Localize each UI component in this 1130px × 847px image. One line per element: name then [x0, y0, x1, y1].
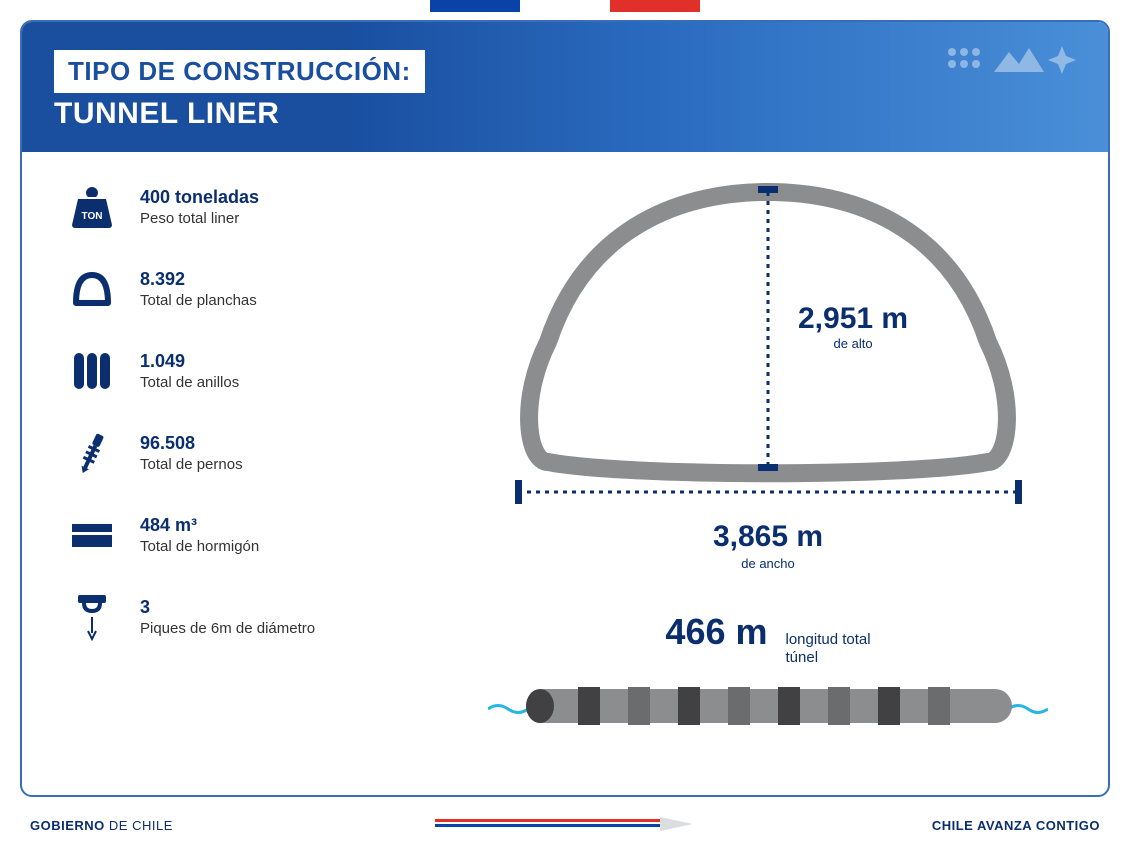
flag-white [520, 0, 610, 12]
tunnel-cross-section: 2,951 m de alto [488, 172, 1048, 512]
stat-label: Total de hormigón [140, 538, 259, 555]
stat-plates: 8.392 Total de planchas [62, 264, 442, 314]
bolt-icon [62, 428, 122, 478]
flag-blue [430, 0, 520, 12]
stat-value: 3 [140, 597, 315, 618]
header-band: TIPO DE CONSTRUCCIÓN: TUNNEL LINER [22, 22, 1108, 152]
stat-label: Piques de 6m de diámetro [140, 620, 315, 637]
stat-shafts: 3 Piques de 6m de diámetro [62, 592, 442, 642]
shaft-icon [62, 592, 122, 642]
length-value: 466 m [665, 611, 767, 653]
stat-value: 8.392 [140, 269, 257, 290]
stat-value: 400 toneladas [140, 187, 259, 208]
flag-stripe [430, 0, 700, 12]
footer: GOBIERNO DE CHILE CHILE AVANZA CONTIGO [30, 818, 1100, 833]
stat-label: Total de pernos [140, 456, 243, 473]
concrete-icon [62, 510, 122, 560]
stat-rings: 1.049 Total de anillos [62, 346, 442, 396]
height-label: de alto [798, 336, 908, 351]
title-box: TIPO DE CONSTRUCCIÓN: [54, 50, 425, 93]
width-value: 3,865 m [488, 520, 1048, 554]
stat-concrete: 484 m³ Total de hormigón [62, 510, 442, 560]
content-area: TON 400 toneladas Peso total liner 8.392… [22, 152, 1108, 795]
rings-icon [62, 346, 122, 396]
ton-icon: TON [62, 182, 122, 232]
stat-bolts: 96.508 Total de pernos [62, 428, 442, 478]
stats-column: TON 400 toneladas Peso total liner 8.392… [62, 182, 442, 674]
plate-icon [62, 264, 122, 314]
footer-right: CHILE AVANZA CONTIGO [932, 818, 1100, 833]
stat-label: Total de planchas [140, 292, 257, 309]
flag-red [610, 0, 700, 12]
stat-value: 1.049 [140, 351, 239, 372]
length-section: 466 m longitud total túnel [488, 611, 1048, 737]
stat-value: 96.508 [140, 433, 243, 454]
diagram-area: 2,951 m de alto 3,865 m de ancho 466 m l… [488, 172, 1068, 737]
length-label: longitud total túnel [786, 631, 871, 667]
height-value: 2,951 m [798, 302, 908, 336]
main-card: TIPO DE CONSTRUCCIÓN: TUNNEL LINER [20, 20, 1110, 797]
title-text: TIPO DE CONSTRUCCIÓN: [68, 56, 411, 86]
footer-left: GOBIERNO DE CHILE [30, 818, 173, 833]
stat-label: Peso total liner [140, 210, 259, 227]
width-label: de ancho [488, 556, 1048, 571]
footer-decoration-icon [435, 817, 695, 834]
subtitle-text: TUNNEL LINER [54, 97, 279, 131]
width-dimension: 3,865 m de ancho [488, 520, 1048, 571]
stat-weight: TON 400 toneladas Peso total liner [62, 182, 442, 232]
svg-text:TON: TON [82, 211, 103, 222]
stat-value: 484 m³ [140, 515, 259, 536]
stat-label: Total de anillos [140, 374, 239, 391]
header-decoration-icon [944, 42, 1084, 87]
tunnel-length-illustration [488, 677, 1048, 732]
height-dimension: 2,951 m de alto [798, 302, 908, 351]
